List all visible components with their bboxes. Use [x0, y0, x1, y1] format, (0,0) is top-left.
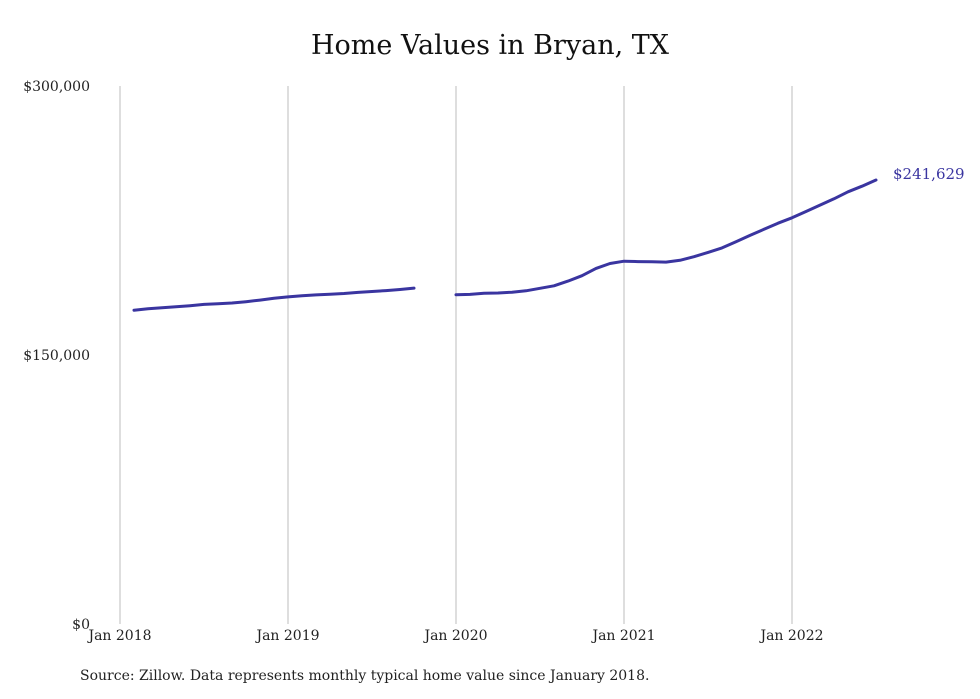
x-tick-label: Jan 2020	[422, 628, 487, 644]
x-tick-label: Jan 2018	[86, 628, 151, 644]
x-tick-label: Jan 2019	[254, 628, 319, 644]
x-tick-label: Jan 2021	[590, 628, 655, 644]
y-tick-label: $150,000	[23, 348, 90, 364]
source-note: Source: Zillow. Data represents monthly …	[80, 668, 650, 684]
y-tick-label: $0	[72, 617, 90, 633]
series-line	[454, 178, 878, 297]
series-line	[132, 286, 416, 312]
x-tick-label: Jan 2022	[758, 628, 823, 644]
end-value-label: $241,629	[893, 165, 965, 183]
y-tick-label: $300,000	[23, 79, 90, 95]
chart-title: Home Values in Bryan, TX	[310, 30, 669, 61]
